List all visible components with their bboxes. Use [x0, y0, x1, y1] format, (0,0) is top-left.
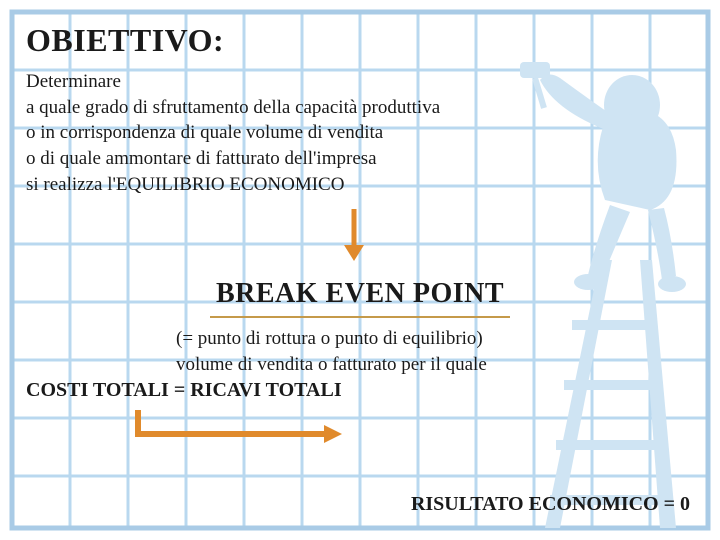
definition-block: (= punto di rottura o punto di equilibri… [26, 326, 694, 377]
bep-underline [210, 316, 510, 318]
intro-paragraph: Determinare a quale grado di sfruttament… [26, 69, 694, 197]
intro-line: si realizza l'EQUILIBRIO ECONOMICO [26, 172, 694, 198]
arrow-elbow-icon [126, 408, 446, 452]
page-title: OBIETTIVO: [26, 22, 694, 59]
bep-heading: BREAK EVEN POINT [26, 278, 694, 310]
intro-line: a quale grado di sfruttamento della capa… [26, 95, 694, 121]
intro-line: Determinare [26, 69, 694, 95]
definition-line: (= punto di rottura o punto di equilibri… [176, 326, 694, 352]
intro-line: o di quale ammontare di fatturato dell'i… [26, 146, 694, 172]
definition-line: volume di vendita o fatturato per il qua… [176, 352, 694, 378]
arrow-down-icon [336, 207, 372, 263]
costi-ricavi-equation: COSTI TOTALI = RICAVI TOTALI [26, 379, 694, 402]
risultato-economico: RISULTATO ECONOMICO = 0 [411, 493, 690, 516]
intro-line: o in corrispondenza di quale volume di v… [26, 120, 694, 146]
